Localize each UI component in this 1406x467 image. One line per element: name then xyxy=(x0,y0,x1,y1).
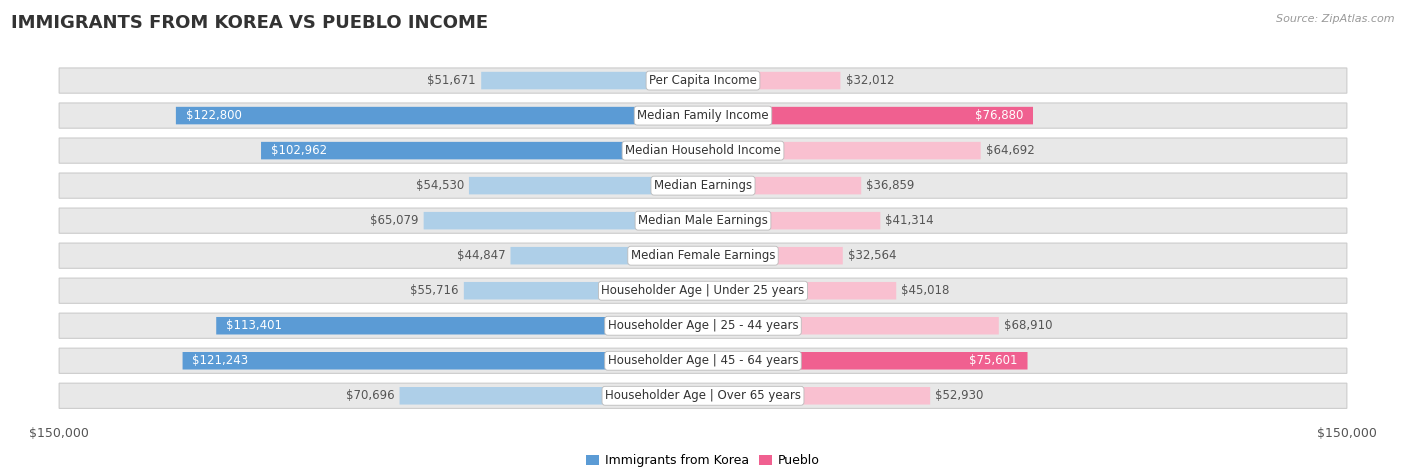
FancyBboxPatch shape xyxy=(399,387,703,404)
Text: $55,716: $55,716 xyxy=(411,284,458,297)
Text: $65,079: $65,079 xyxy=(370,214,419,227)
FancyBboxPatch shape xyxy=(703,247,842,264)
FancyBboxPatch shape xyxy=(703,317,998,334)
Text: $70,696: $70,696 xyxy=(346,389,395,402)
FancyBboxPatch shape xyxy=(703,177,862,194)
FancyBboxPatch shape xyxy=(510,247,703,264)
Text: $32,564: $32,564 xyxy=(848,249,897,262)
FancyBboxPatch shape xyxy=(59,208,1347,233)
Text: Householder Age | 45 - 64 years: Householder Age | 45 - 64 years xyxy=(607,354,799,367)
Text: $51,671: $51,671 xyxy=(427,74,477,87)
Text: Median Female Earnings: Median Female Earnings xyxy=(631,249,775,262)
FancyBboxPatch shape xyxy=(59,243,1347,268)
Text: $52,930: $52,930 xyxy=(935,389,984,402)
Text: Median Family Income: Median Family Income xyxy=(637,109,769,122)
FancyBboxPatch shape xyxy=(183,352,703,369)
Text: Householder Age | Under 25 years: Householder Age | Under 25 years xyxy=(602,284,804,297)
Text: $45,018: $45,018 xyxy=(901,284,950,297)
FancyBboxPatch shape xyxy=(464,282,703,299)
FancyBboxPatch shape xyxy=(703,142,981,159)
FancyBboxPatch shape xyxy=(703,387,931,404)
FancyBboxPatch shape xyxy=(59,348,1347,374)
Text: $64,692: $64,692 xyxy=(986,144,1035,157)
FancyBboxPatch shape xyxy=(217,317,703,334)
FancyBboxPatch shape xyxy=(59,173,1347,198)
Text: $32,012: $32,012 xyxy=(845,74,894,87)
Text: $68,910: $68,910 xyxy=(1004,319,1053,332)
Text: Householder Age | 25 - 44 years: Householder Age | 25 - 44 years xyxy=(607,319,799,332)
Text: Median Household Income: Median Household Income xyxy=(626,144,780,157)
FancyBboxPatch shape xyxy=(423,212,703,229)
Text: $121,243: $121,243 xyxy=(193,354,249,367)
FancyBboxPatch shape xyxy=(59,278,1347,304)
FancyBboxPatch shape xyxy=(262,142,703,159)
Text: $76,880: $76,880 xyxy=(974,109,1024,122)
Text: IMMIGRANTS FROM KOREA VS PUEBLO INCOME: IMMIGRANTS FROM KOREA VS PUEBLO INCOME xyxy=(11,14,488,32)
Text: Median Earnings: Median Earnings xyxy=(654,179,752,192)
FancyBboxPatch shape xyxy=(481,72,703,89)
Text: Householder Age | Over 65 years: Householder Age | Over 65 years xyxy=(605,389,801,402)
Text: $44,847: $44,847 xyxy=(457,249,505,262)
Text: $54,530: $54,530 xyxy=(416,179,464,192)
FancyBboxPatch shape xyxy=(703,352,1028,369)
FancyBboxPatch shape xyxy=(703,72,841,89)
Text: $75,601: $75,601 xyxy=(969,354,1018,367)
FancyBboxPatch shape xyxy=(59,103,1347,128)
FancyBboxPatch shape xyxy=(703,282,896,299)
Text: $113,401: $113,401 xyxy=(226,319,281,332)
Text: $122,800: $122,800 xyxy=(186,109,242,122)
FancyBboxPatch shape xyxy=(176,107,703,124)
Text: Median Male Earnings: Median Male Earnings xyxy=(638,214,768,227)
Text: $36,859: $36,859 xyxy=(866,179,915,192)
Text: Source: ZipAtlas.com: Source: ZipAtlas.com xyxy=(1277,14,1395,24)
FancyBboxPatch shape xyxy=(703,212,880,229)
Text: $102,962: $102,962 xyxy=(271,144,326,157)
FancyBboxPatch shape xyxy=(59,68,1347,93)
Text: $41,314: $41,314 xyxy=(886,214,934,227)
FancyBboxPatch shape xyxy=(59,313,1347,338)
Text: Per Capita Income: Per Capita Income xyxy=(650,74,756,87)
FancyBboxPatch shape xyxy=(703,107,1033,124)
FancyBboxPatch shape xyxy=(59,138,1347,163)
FancyBboxPatch shape xyxy=(59,383,1347,408)
FancyBboxPatch shape xyxy=(470,177,703,194)
Legend: Immigrants from Korea, Pueblo: Immigrants from Korea, Pueblo xyxy=(581,449,825,467)
